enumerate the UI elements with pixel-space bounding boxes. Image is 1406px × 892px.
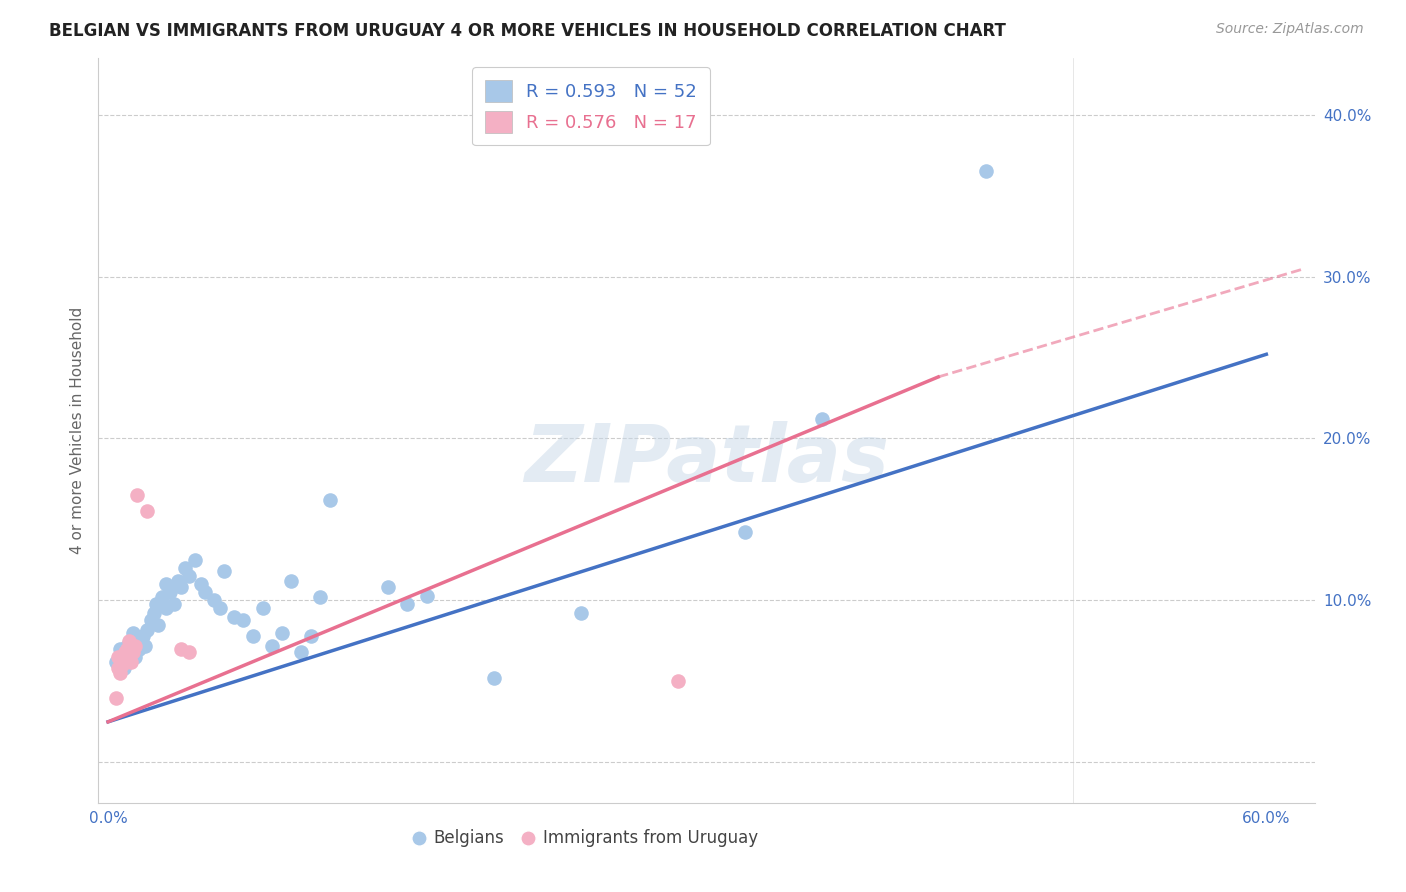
Point [114, 650, 136, 665]
Point [184, 553, 207, 567]
Point [396, 597, 419, 611]
Point [377, 581, 399, 595]
Point [143, 607, 166, 621]
Point [134, 639, 156, 653]
Point [122, 625, 145, 640]
Point [155, 577, 177, 591]
Point [299, 629, 322, 643]
Point [104, 655, 127, 669]
Text: BELGIAN VS IMMIGRANTS FROM URUGUAY 4 OR MORE VEHICLES IN HOUSEHOLD CORRELATION C: BELGIAN VS IMMIGRANTS FROM URUGUAY 4 OR … [49, 22, 1007, 40]
Point [110, 658, 132, 673]
Point [166, 574, 188, 588]
Point [262, 639, 284, 653]
Point [124, 650, 146, 665]
Point [107, 661, 129, 675]
Point [811, 412, 834, 426]
Point [170, 642, 193, 657]
Point [242, 629, 264, 643]
Point [135, 623, 157, 637]
Point [209, 601, 232, 615]
Point [163, 597, 186, 611]
Point [148, 617, 170, 632]
Point [212, 564, 235, 578]
Point [290, 645, 312, 659]
Point [122, 645, 145, 659]
Point [114, 645, 136, 659]
Point [194, 585, 217, 599]
Point [145, 597, 167, 611]
Text: ZIPatlas: ZIPatlas [524, 421, 889, 500]
Point [139, 613, 162, 627]
Point [118, 633, 141, 648]
Point [128, 642, 150, 657]
Point [150, 590, 173, 604]
Point [117, 639, 139, 653]
Point [159, 585, 181, 599]
Point [569, 607, 592, 621]
Point [135, 504, 157, 518]
Point [482, 671, 505, 685]
Point [190, 577, 212, 591]
Point [666, 674, 689, 689]
Point [309, 590, 332, 604]
Point [415, 589, 437, 603]
Point [125, 488, 148, 502]
Point [319, 493, 342, 508]
Point [104, 690, 127, 705]
Point [179, 569, 201, 583]
Point [976, 164, 998, 178]
Point [179, 645, 201, 659]
Point [270, 625, 292, 640]
Point [125, 637, 148, 651]
Point [124, 639, 146, 653]
Point [120, 633, 142, 648]
Point [112, 655, 135, 669]
Point [734, 525, 756, 540]
Point [118, 645, 141, 659]
Y-axis label: 4 or more Vehicles in Household: 4 or more Vehicles in Household [69, 307, 84, 554]
Text: Source: ZipAtlas.com: Source: ZipAtlas.com [1216, 22, 1364, 37]
Point [170, 581, 193, 595]
Point [222, 609, 245, 624]
Point [107, 650, 129, 665]
Point [280, 574, 302, 588]
Point [132, 629, 155, 643]
Point [112, 661, 135, 675]
Point [120, 655, 142, 669]
Point [108, 666, 131, 681]
Point [252, 601, 274, 615]
Point [155, 601, 177, 615]
Point [117, 642, 139, 657]
Point [232, 613, 254, 627]
Point [174, 561, 197, 575]
Point [108, 642, 131, 657]
Point [202, 593, 225, 607]
Legend: Belgians, Immigrants from Uruguay: Belgians, Immigrants from Uruguay [405, 822, 765, 854]
